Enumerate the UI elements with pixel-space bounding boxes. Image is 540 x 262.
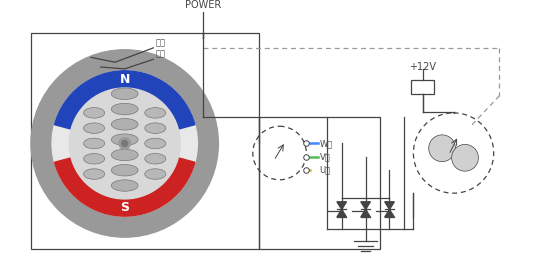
Text: POWER: POWER (185, 0, 221, 10)
Wedge shape (55, 71, 195, 129)
Circle shape (119, 138, 131, 149)
Bar (31, 32, 259, 249)
Polygon shape (384, 209, 394, 217)
Ellipse shape (145, 138, 166, 149)
Ellipse shape (145, 123, 166, 133)
Text: S: S (120, 201, 129, 214)
Text: V相: V相 (320, 152, 330, 161)
Polygon shape (337, 209, 347, 217)
Text: 轉子: 轉子 (156, 38, 165, 47)
Ellipse shape (145, 154, 166, 164)
Polygon shape (384, 202, 394, 209)
Text: U相: U相 (320, 166, 331, 175)
Ellipse shape (111, 119, 138, 130)
Ellipse shape (145, 169, 166, 179)
Ellipse shape (111, 180, 138, 191)
Ellipse shape (145, 108, 166, 118)
Ellipse shape (84, 123, 105, 133)
Ellipse shape (84, 108, 105, 118)
Polygon shape (361, 209, 370, 217)
Circle shape (451, 144, 478, 171)
Bar (411, 80, 434, 94)
Text: N: N (119, 73, 130, 86)
Circle shape (69, 88, 180, 199)
Circle shape (429, 135, 455, 162)
Ellipse shape (84, 154, 105, 164)
Text: W相: W相 (320, 139, 333, 148)
Wedge shape (55, 158, 195, 216)
Ellipse shape (111, 149, 138, 161)
Ellipse shape (111, 103, 138, 115)
Circle shape (31, 50, 218, 237)
Polygon shape (361, 202, 370, 209)
Circle shape (52, 71, 197, 216)
Ellipse shape (111, 165, 138, 176)
Circle shape (122, 141, 127, 146)
Text: +12V: +12V (409, 62, 436, 72)
Ellipse shape (111, 134, 138, 145)
Bar (259, 117, 380, 249)
Polygon shape (337, 202, 347, 209)
Ellipse shape (111, 88, 138, 100)
Ellipse shape (84, 169, 105, 179)
Ellipse shape (84, 138, 105, 149)
Text: 定子: 定子 (156, 50, 165, 58)
